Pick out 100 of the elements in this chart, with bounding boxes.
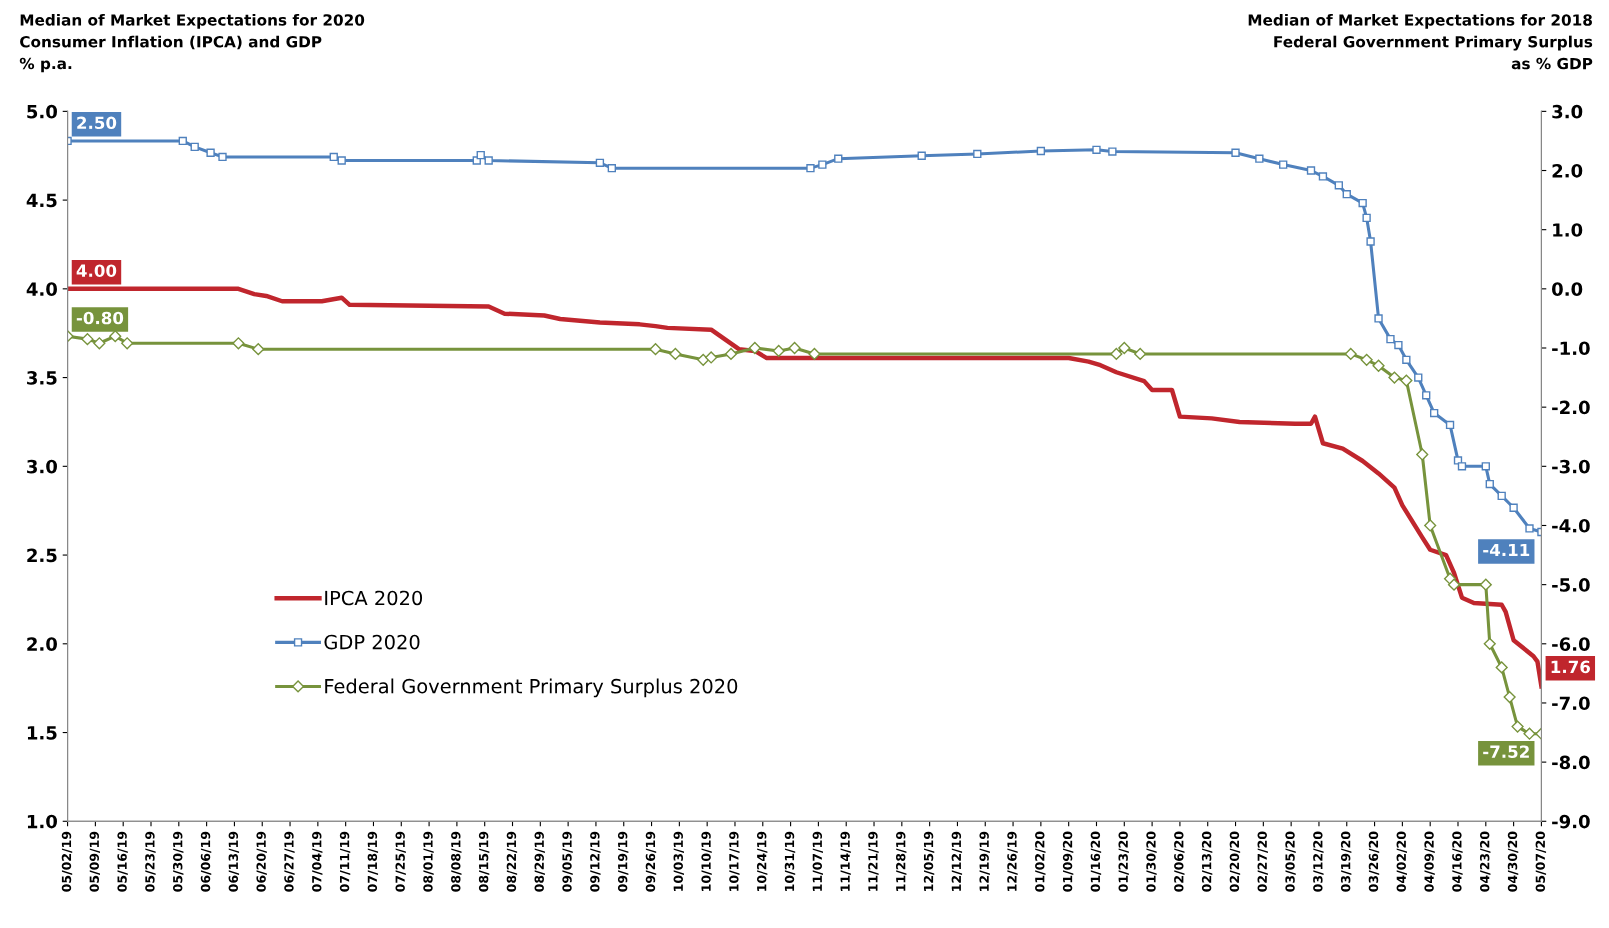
x-tick-label: 02/27/20 [1257,831,1268,892]
x-tick-label: 03/26/20 [1368,831,1380,892]
x-tick-label: 03/19/20 [1340,831,1352,892]
y-tick-label: 2.0 [27,637,57,651]
point [705,351,718,364]
point [1386,334,1395,344]
y2-tick-label: -7.0 [1552,696,1590,711]
point [1429,408,1439,418]
point [1503,690,1516,704]
point [1400,374,1413,387]
x-tick-label: 08/08/19 [451,831,462,892]
x-tick-label: 08/01/19 [423,831,434,892]
point [595,158,605,167]
x-tick-label: 08/29/19 [534,831,545,892]
x-tick-label: 07/11/19 [339,831,351,892]
point [218,152,227,162]
x-tick-label: 03/12/20 [1313,831,1324,892]
point [206,148,215,157]
point [190,142,199,152]
x-tick-label: 01/16/20 [1090,831,1102,892]
point [1445,420,1455,430]
data-label: -7.52 [1483,745,1529,758]
point [1509,503,1518,512]
point [1416,448,1429,461]
x-tick-label: 07/18/19 [367,831,379,892]
point [178,136,187,146]
x-tick-label: 07/25/19 [395,831,406,892]
legend-label: Federal Government Primary Surplus 2020 [325,678,738,698]
x-tick-label: 11/14/19 [840,831,851,891]
point [834,154,843,163]
x-tick-label: 09/19/19 [617,831,629,892]
y2-tick-label: 2.0 [1552,163,1583,178]
x-tick-label: 01/30/20 [1146,831,1157,892]
x-tick-label: 10/10/19 [701,831,712,891]
point [697,353,710,366]
y2-tick-label: -5.0 [1552,578,1590,592]
point [1342,190,1351,199]
x-tick-label: 03/05/20 [1285,831,1296,892]
point [1497,491,1506,501]
x-tick-label: 06/06/19 [200,831,212,892]
point [1231,148,1240,157]
x-tick-label: 11/21/19 [868,831,879,891]
data-label: -0.80 [76,311,124,325]
point [337,156,346,165]
x-tick-label: 12/05/19 [923,831,935,891]
point [1422,391,1431,400]
y-tick-label: 4.0 [26,282,57,296]
x-tick-label: 01/09/20 [1062,831,1074,892]
x-tick-label: 07/04/19 [312,831,323,892]
x-tick-label: 04/02/20 [1396,831,1407,892]
point [1479,578,1492,591]
point [109,330,122,343]
x-tick-label: 10/31/19 [784,831,796,891]
point [1134,347,1147,361]
point [484,156,493,165]
y2-tick-label: 3.0 [1552,104,1583,119]
x-tick-label: 04/30/20 [1507,831,1519,892]
point [329,152,338,162]
legend-label: IPCA 2020 [325,590,423,606]
x-tick-label: 12/26/19 [1007,831,1018,891]
x-tick-label: 05/09/19 [89,831,100,892]
data-label: -4.11 [1483,543,1530,557]
data-label: 2.50 [77,116,117,130]
data-label: 1.76 [1551,660,1590,674]
y-axis-title: Median of Market Expectations for 2020 Consumer Inflation (IPCA) and GDP % p.a. [19,13,365,73]
y-tick-label: 5.0 [27,104,57,119]
point [1360,353,1373,366]
point [917,151,926,160]
x-tick-label: 08/15/19 [478,831,490,892]
x-tick-label: 02/06/20 [1174,831,1185,892]
point [973,149,982,159]
x-tick-label: 10/03/19 [673,831,684,891]
point [808,347,821,361]
point [1318,172,1328,181]
point [1108,147,1117,156]
point [788,341,801,355]
y2-tick-label: 1.0 [1553,223,1583,237]
point [1525,524,1534,533]
point [1255,154,1264,163]
x-tick-label: 02/20/20 [1229,831,1241,892]
point [1036,146,1046,156]
x-tick-label: 11/07/19 [812,831,824,891]
point [669,347,682,361]
x-tick-label: 06/13/19 [228,831,240,892]
point [121,337,134,350]
point [1279,160,1288,169]
data-label: 4.00 [76,264,117,278]
point [232,337,245,350]
point [1358,198,1367,208]
point [818,160,827,169]
x-tick-label: 06/20/19 [256,831,267,892]
point [1092,145,1101,154]
y2-tick-label: -1.0 [1552,341,1590,356]
point [724,347,738,361]
x-tick-label: 09/12/19 [590,831,601,892]
point [1495,661,1508,674]
y2-tick-label: -4.0 [1552,518,1590,533]
point [1372,359,1385,372]
point [1414,373,1423,382]
point [1366,237,1375,246]
